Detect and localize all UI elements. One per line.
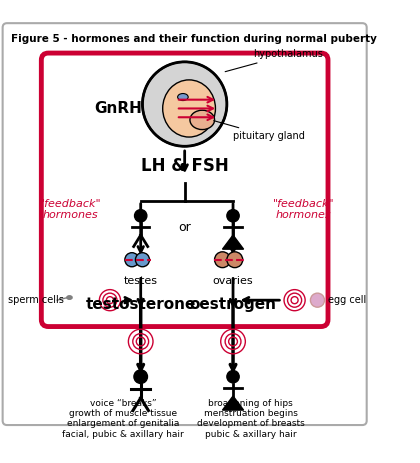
- Text: Figure 5 - hormones and their function during normal puberty: Figure 5 - hormones and their function d…: [10, 34, 376, 44]
- Text: ovaries: ovaries: [213, 275, 253, 286]
- Text: voice “breaks”
growth of muscle tissue
enlargement of genitalia
facial, pubic & : voice “breaks” growth of muscle tissue e…: [62, 399, 184, 439]
- Text: pituitary gland: pituitary gland: [214, 121, 305, 141]
- Circle shape: [134, 370, 147, 383]
- Text: egg cell: egg cell: [328, 295, 366, 305]
- Circle shape: [227, 210, 239, 222]
- Circle shape: [227, 252, 243, 268]
- Text: "feedback"
hormones: "feedback" hormones: [39, 199, 101, 220]
- Text: "feedback"
hormones: "feedback" hormones: [273, 199, 334, 220]
- Text: GnRH: GnRH: [94, 101, 142, 116]
- Circle shape: [227, 370, 239, 383]
- Ellipse shape: [163, 80, 215, 137]
- Text: testes: testes: [124, 275, 158, 286]
- Ellipse shape: [67, 296, 72, 299]
- Ellipse shape: [190, 110, 215, 130]
- Text: or: or: [178, 221, 191, 234]
- Circle shape: [134, 210, 147, 222]
- Circle shape: [142, 62, 227, 146]
- Polygon shape: [223, 396, 244, 410]
- Text: hypothalamus: hypothalamus: [225, 50, 323, 72]
- Ellipse shape: [178, 94, 188, 100]
- Text: testosterone: testosterone: [86, 297, 196, 312]
- Circle shape: [310, 293, 325, 307]
- Polygon shape: [223, 235, 244, 249]
- FancyBboxPatch shape: [3, 23, 367, 425]
- Text: oestrogen: oestrogen: [189, 297, 276, 312]
- Circle shape: [215, 252, 231, 268]
- Circle shape: [125, 253, 139, 267]
- Circle shape: [135, 253, 150, 267]
- Text: broadening of hips
menstruation begins
development of breasts
pubic & axillary h: broadening of hips menstruation begins d…: [197, 399, 304, 439]
- Text: sperm cells: sperm cells: [8, 295, 64, 305]
- Text: LH & FSH: LH & FSH: [141, 156, 228, 175]
